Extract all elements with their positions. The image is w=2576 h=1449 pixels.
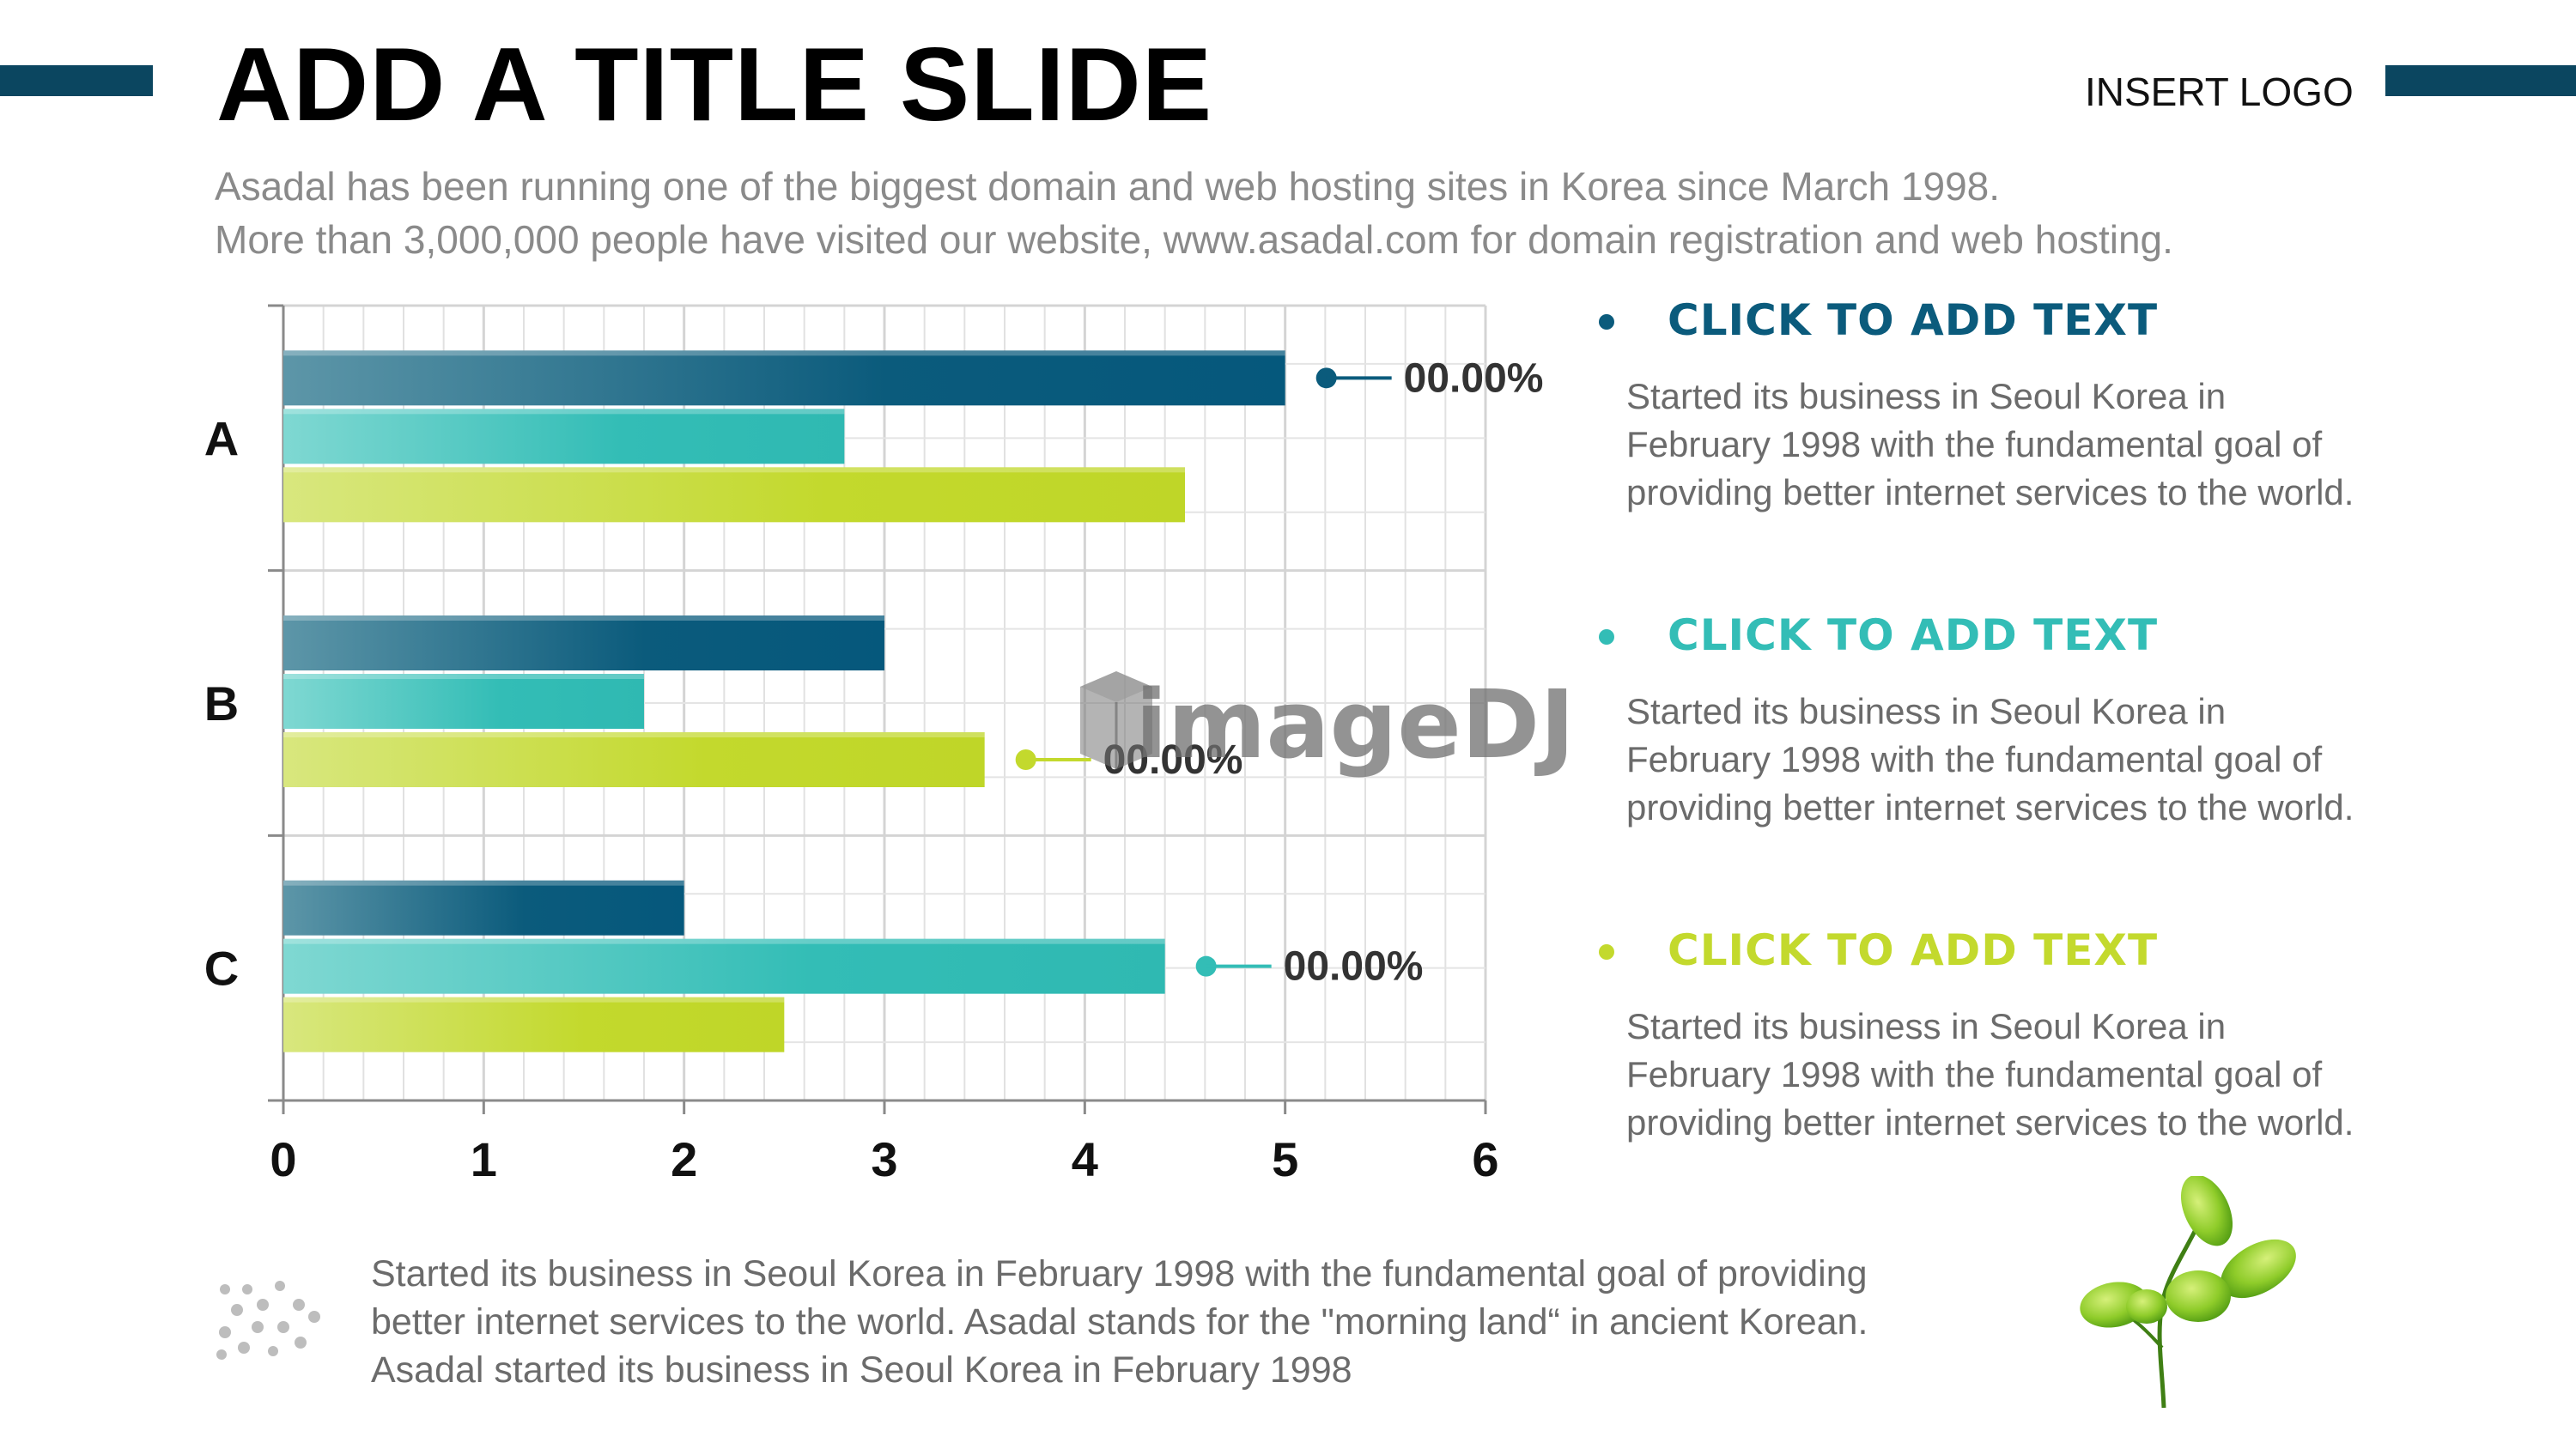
bar-highlight <box>283 674 644 679</box>
bullet-dot <box>1599 314 1614 330</box>
bar-highlight <box>283 997 785 1003</box>
section-body: Started its business in Seoul Korea in F… <box>1626 376 2354 512</box>
bar-a-3 <box>283 467 1185 523</box>
section-body: Started its business in Seoul Korea in F… <box>1626 691 2354 828</box>
bullet-dot <box>1599 629 1614 645</box>
dots-icon <box>216 1281 320 1360</box>
bar-highlight <box>283 467 1185 473</box>
bar-highlight <box>283 938 1165 944</box>
x-tick-label: 6 <box>1472 1132 1498 1186</box>
watermark: imageDJ <box>1080 670 1575 779</box>
bar-highlight <box>283 732 985 737</box>
bar-a-2 <box>283 409 845 464</box>
x-tick-label: 5 <box>1272 1132 1298 1186</box>
bar-c-1 <box>283 880 684 936</box>
bar-b-2 <box>283 674 644 729</box>
bar-b-3 <box>283 732 985 787</box>
footer-text[interactable]: Started its business in Seoul Korea in F… <box>371 1250 2020 1394</box>
footer-line-2: better internet services to the world. A… <box>371 1301 1868 1343</box>
bar-highlight <box>283 880 684 886</box>
header-accent-bar-right <box>2385 65 2576 96</box>
callout-label: 00.00% <box>1404 355 1544 401</box>
bar-highlight <box>283 409 845 415</box>
chart-bars <box>283 350 1285 1052</box>
header-accent-bar-left <box>0 65 153 96</box>
category-label: B <box>204 676 239 731</box>
x-tick-label: 4 <box>1072 1132 1098 1186</box>
section-heading: CLICK TO ADD TEXT <box>1668 295 2159 345</box>
bar-b-1 <box>283 615 884 670</box>
x-tick-label: 0 <box>270 1132 296 1186</box>
bar-a-1 <box>283 350 1285 406</box>
section-heading: CLICK TO ADD TEXT <box>1668 925 2159 975</box>
section-heading: CLICK TO ADD TEXT <box>1668 610 2159 660</box>
footer-line-3: Asadal started its business in Seoul Kor… <box>371 1349 1352 1391</box>
x-tick-label: 1 <box>471 1132 497 1186</box>
bar-c-2 <box>283 938 1165 994</box>
x-tick-label: 3 <box>871 1132 897 1186</box>
category-label: A <box>204 411 239 465</box>
slide-subtitle[interactable]: Asadal has been running one of the bigge… <box>215 160 2173 266</box>
callout-label: 00.00% <box>1284 944 1424 990</box>
watermark-text: imageDJ <box>1135 670 1575 779</box>
bar-highlight <box>283 350 1285 356</box>
category-label: C <box>204 942 239 996</box>
chart-labels: 0 1 2 3 4 5 6 A B C <box>204 411 1499 1186</box>
logo-placeholder[interactable]: INSERT LOGO <box>2085 70 2354 114</box>
slide-title[interactable]: ADD A TITLE SLIDE <box>216 26 1213 142</box>
footer-line-1: Started its business in Seoul Korea in F… <box>371 1253 1868 1294</box>
bar-highlight <box>283 615 884 621</box>
watermark-cube-icon <box>1080 671 1152 769</box>
bar-c-3 <box>283 997 785 1052</box>
subtitle-line-2: More than 3,000,000 people have visited … <box>215 217 2173 262</box>
subtitle-line-1: Asadal has been running one of the bigge… <box>215 164 2001 209</box>
bullet-dot <box>1599 944 1614 960</box>
x-tick-label: 2 <box>671 1132 697 1186</box>
sprout-icon <box>2080 1176 2296 1409</box>
section-body: Started its business in Seoul Korea in F… <box>1626 1006 2354 1143</box>
